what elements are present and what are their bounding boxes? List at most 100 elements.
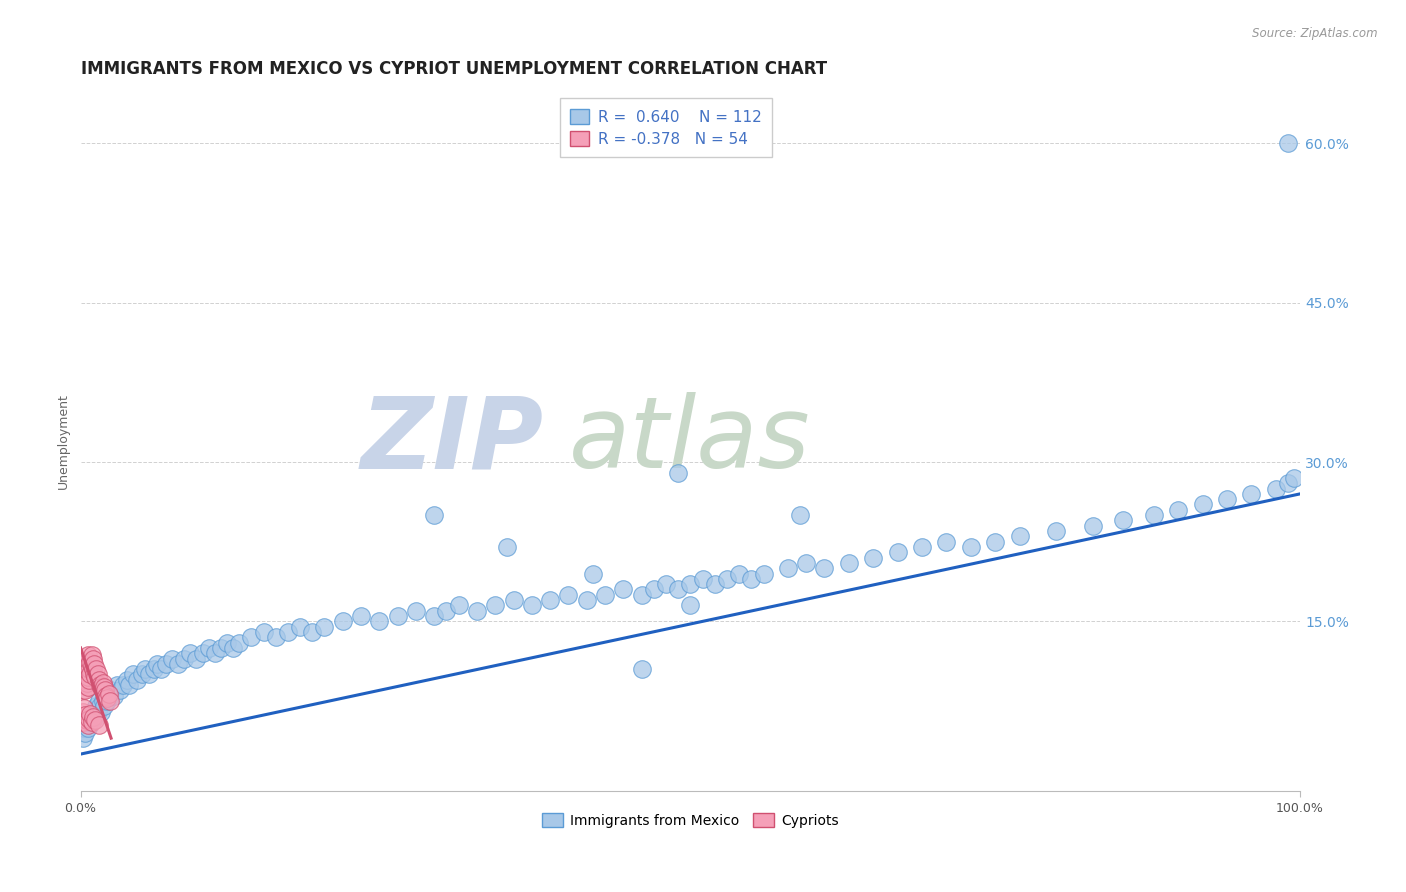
Point [215, 635, 238, 649]
Point [84, 710, 107, 724]
Point [204, 646, 226, 660]
Point [716, 572, 738, 586]
Point [72, 662, 94, 676]
Point [80, 659, 103, 673]
Point [87, 673, 110, 687]
Point [77, 680, 100, 694]
Point [612, 582, 634, 597]
Text: IMMIGRANTS FROM MEXICO VS CYPRIOT UNEMPLOYMENT CORRELATION CHART: IMMIGRANTS FROM MEXICO VS CYPRIOT UNEMPL… [80, 60, 827, 78]
Point [76, 676, 98, 690]
Point [79, 655, 101, 669]
Point [1277, 476, 1299, 491]
Point [77, 712, 100, 726]
Point [97, 687, 120, 701]
Point [134, 662, 156, 676]
Point [301, 624, 323, 639]
Point [935, 534, 957, 549]
Point [520, 599, 543, 613]
Point [82, 710, 104, 724]
Point [112, 678, 135, 692]
Point [1008, 529, 1031, 543]
Point [80, 648, 103, 663]
Point [655, 577, 678, 591]
Point [75, 726, 97, 740]
Point [79, 715, 101, 730]
Point [502, 593, 524, 607]
Point [82, 651, 104, 665]
Point [70, 710, 93, 724]
Point [984, 534, 1007, 549]
Point [350, 609, 373, 624]
Point [911, 540, 934, 554]
Point [1081, 518, 1104, 533]
Point [76, 715, 98, 730]
Point [1264, 482, 1286, 496]
Point [679, 577, 702, 591]
Point [82, 710, 104, 724]
Point [1191, 498, 1213, 512]
Point [90, 705, 112, 719]
Point [75, 659, 97, 673]
Point [87, 694, 110, 708]
Point [125, 673, 148, 687]
Point [1045, 524, 1067, 538]
Point [228, 635, 250, 649]
Point [96, 690, 118, 705]
Point [197, 640, 219, 655]
Point [314, 620, 336, 634]
Point [89, 699, 111, 714]
Point [813, 561, 835, 575]
Point [138, 667, 160, 681]
Point [496, 540, 519, 554]
Point [209, 640, 232, 655]
Point [666, 466, 689, 480]
Point [643, 582, 665, 597]
Point [86, 667, 108, 681]
Point [100, 683, 122, 698]
Point [72, 705, 94, 719]
Point [83, 667, 105, 681]
Point [752, 566, 775, 581]
Point [886, 545, 908, 559]
Point [1167, 503, 1189, 517]
Point [447, 599, 470, 613]
Point [89, 678, 111, 692]
Point [150, 662, 173, 676]
Point [1277, 136, 1299, 151]
Point [93, 680, 115, 694]
Point [423, 609, 446, 624]
Point [1112, 513, 1135, 527]
Point [98, 694, 121, 708]
Point [862, 550, 884, 565]
Point [1216, 492, 1239, 507]
Point [77, 662, 100, 676]
Point [288, 620, 311, 634]
Point [332, 615, 354, 629]
Point [73, 721, 96, 735]
Point [222, 640, 245, 655]
Point [740, 572, 762, 586]
Point [72, 683, 94, 698]
Point [82, 662, 104, 676]
Point [77, 673, 100, 687]
Point [167, 657, 190, 671]
Point [90, 680, 112, 694]
Text: atlas: atlas [568, 392, 810, 490]
Point [959, 540, 981, 554]
Point [70, 678, 93, 692]
Point [423, 508, 446, 522]
Point [436, 604, 458, 618]
Point [87, 718, 110, 732]
Point [179, 646, 201, 660]
Point [789, 508, 811, 522]
Point [75, 673, 97, 687]
Point [142, 662, 165, 676]
Point [557, 588, 579, 602]
Point [91, 694, 114, 708]
Point [80, 705, 103, 719]
Point [83, 657, 105, 671]
Point [73, 678, 96, 692]
Point [484, 599, 506, 613]
Point [108, 683, 131, 698]
Point [84, 669, 107, 683]
